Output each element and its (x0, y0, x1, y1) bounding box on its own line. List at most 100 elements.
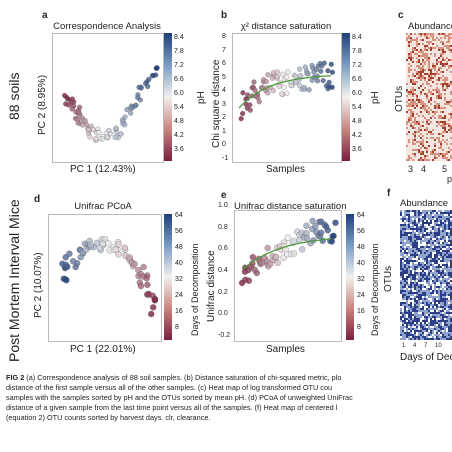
panel-f-cell (440, 242, 442, 244)
panel-f-cell (426, 230, 428, 232)
panel-f-cell (428, 334, 430, 336)
panel-f-cell (418, 224, 420, 226)
panel-f-cell (448, 334, 450, 336)
panel-f-cell (446, 262, 448, 264)
panel-f-cell (404, 314, 406, 316)
panel-c-cell (426, 141, 428, 143)
panel-c-cell (408, 71, 410, 73)
panel-c-cell (416, 99, 418, 101)
panel-f-cell (412, 288, 414, 290)
panel-f-cell (444, 308, 446, 310)
panel-c-cell (426, 49, 428, 51)
panel-f-cell (412, 270, 414, 272)
panel-f-cell (438, 248, 440, 250)
panel-f-cell (418, 274, 420, 276)
panel-a-colorbar-tick-7: 4.2 (174, 132, 184, 139)
panel-c-cell (424, 159, 426, 161)
panel-f-cell (444, 328, 446, 330)
panel-e-letter: e (221, 190, 227, 201)
panel-f-cell (424, 220, 426, 222)
panel-f-cell (442, 240, 444, 242)
panel-c-cell (412, 149, 414, 151)
panel-f-cell (438, 258, 440, 260)
panel-f-cell (402, 244, 404, 246)
panel-f-cell (450, 306, 452, 308)
panel-c-cell (418, 151, 420, 153)
panel-f-cell (422, 302, 424, 304)
panel-f-cell (410, 236, 412, 238)
panel-f-cell (414, 322, 416, 324)
panel-c-cell (414, 153, 416, 155)
panel-c-cell (444, 141, 446, 143)
panel-a-colorbar-tick-3: 6.6 (174, 76, 184, 83)
panel-c-cell (446, 45, 448, 47)
panel-f-cell (420, 282, 422, 284)
panel-f-cell (412, 302, 414, 304)
panel-c-cell (426, 81, 428, 83)
panel-f-cell (438, 210, 440, 212)
panel-c-cell (424, 103, 426, 105)
panel-f-cell (408, 302, 410, 304)
panel-f-cell (436, 226, 438, 228)
panel-f-cell (416, 210, 418, 212)
panel-c-cell (430, 47, 432, 49)
panel-d-colorbar-tick-0: 64 (175, 212, 183, 219)
panel-f-cell (428, 298, 430, 300)
panel-f-cell (402, 322, 404, 324)
panel-f-cell (410, 284, 412, 286)
panel-f-cell (408, 334, 410, 336)
panel-c-cell (416, 73, 418, 75)
panel-c-cell (420, 71, 422, 73)
panel-f-cell (430, 272, 432, 274)
panel-f-cell (414, 268, 416, 270)
panel-f-cell (402, 242, 404, 244)
panel-b-point (270, 88, 276, 94)
panel-f-cell (426, 286, 428, 288)
panel-f-cell (430, 288, 432, 290)
panel-f-cell (438, 226, 440, 228)
panel-f-cell (436, 268, 438, 270)
panel-f-cell (438, 302, 440, 304)
panel-c-cell (442, 43, 444, 45)
panel-c-cell (412, 113, 414, 115)
panel-c-cell (412, 93, 414, 95)
panel-c-cell (430, 41, 432, 43)
panel-c-cell (418, 73, 420, 75)
panel-f-cell (404, 286, 406, 288)
panel-f-cell (404, 296, 406, 298)
panel-f-cell (442, 234, 444, 236)
panel-f-cell (440, 302, 442, 304)
panel-c-cell (410, 59, 412, 61)
panel-f-cell (412, 246, 414, 248)
panel-f-cell (412, 214, 414, 216)
panel-f-cell (418, 306, 420, 308)
panel-f-cell (442, 322, 444, 324)
panel-f-cell (404, 272, 406, 274)
panel-f-cell (430, 242, 432, 244)
panel-f-cell (440, 318, 442, 320)
panel-f-cell (414, 314, 416, 316)
panel-f-cell (408, 240, 410, 242)
panel-b-fit-line (238, 75, 332, 109)
panel-c-cell (448, 49, 450, 51)
panel-f-cell (444, 222, 446, 224)
panel-f-cell (424, 338, 426, 340)
panel-f-cell (448, 268, 450, 270)
panel-c-cell (446, 157, 448, 159)
panel-f-cell (430, 214, 432, 216)
panel-f-cell (434, 262, 436, 264)
panel-f-cell (436, 220, 438, 222)
panel-f-cell (444, 236, 446, 238)
panel-f-cell (426, 272, 428, 274)
panel-c-cell (446, 101, 448, 103)
panel-f-cell (420, 334, 422, 336)
panel-f-cell (414, 278, 416, 280)
panel-c-cell (406, 95, 408, 97)
panel-f-cell (400, 336, 402, 338)
panel-f-cell (446, 324, 448, 326)
panel-f-cell (428, 262, 430, 264)
panel-f-cell (448, 296, 450, 298)
panel-f-cell (404, 222, 406, 224)
panel-c-cell (420, 157, 422, 159)
panel-c-cell (444, 97, 446, 99)
